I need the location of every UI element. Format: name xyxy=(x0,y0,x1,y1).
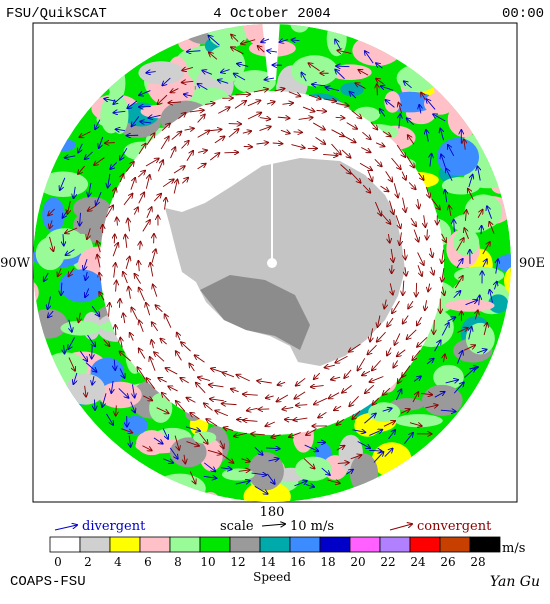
scale-arrow xyxy=(262,524,285,526)
colorbar-swatch xyxy=(230,537,260,552)
colorbar-label: Speed xyxy=(253,570,291,584)
colorbar-tick: 26 xyxy=(440,555,455,569)
speed-patch xyxy=(368,402,400,422)
wind-arrow xyxy=(94,400,95,411)
wind-arrow xyxy=(454,220,455,232)
wind-arrow xyxy=(481,226,482,234)
speed-patch xyxy=(248,452,284,490)
speed-patch xyxy=(445,299,494,311)
colorbar-swatch xyxy=(320,537,350,552)
header-center: 4 October 2004 xyxy=(213,6,331,22)
speed-patch xyxy=(437,138,479,176)
colorbar-tick: 20 xyxy=(350,555,365,569)
footer-left: COAPS-FSU xyxy=(10,574,86,590)
colorbar-tick: 14 xyxy=(260,555,276,569)
colorbar-tick: 18 xyxy=(320,555,335,569)
speed-patch xyxy=(138,61,184,84)
speed-patch xyxy=(328,34,346,52)
colorbar-tick: 24 xyxy=(410,555,426,569)
wind-arrow xyxy=(244,146,252,147)
colorbar-tick: 22 xyxy=(380,555,395,569)
legend-scale-value: 10 m/s xyxy=(290,519,334,534)
wind-arrow xyxy=(224,152,238,153)
colorbar-tick: 16 xyxy=(290,555,305,569)
colorbar-tick: 12 xyxy=(230,555,245,569)
header-left: FSU/QuikSCAT xyxy=(6,6,107,22)
header-right: 00:00 xyxy=(502,6,544,22)
axis-label-bottom: 180 xyxy=(260,505,285,520)
speed-patch xyxy=(465,194,503,228)
axis-label-left: 90W xyxy=(0,256,31,271)
speed-patch xyxy=(60,269,104,302)
colorbar-tick: 28 xyxy=(470,555,485,569)
speed-patch xyxy=(111,96,128,134)
wind-arrow xyxy=(119,299,120,308)
speed-patch xyxy=(193,431,216,443)
speed-patch xyxy=(295,457,331,481)
wind-arrow xyxy=(427,229,428,239)
speed-patch xyxy=(44,228,85,259)
colorbar-tick: 0 xyxy=(54,555,62,569)
colorbar-swatch xyxy=(110,537,140,552)
colorbar-swatch xyxy=(290,537,320,552)
wind-arrow xyxy=(416,283,417,297)
divergent-arrow xyxy=(55,525,77,530)
colorbar-unit: m/s xyxy=(502,541,525,556)
colorbar-swatch xyxy=(350,537,380,552)
wind-arrow xyxy=(114,234,115,243)
colorbar-swatch xyxy=(470,537,500,552)
speed-patch xyxy=(136,430,167,455)
colorbar-swatch xyxy=(440,537,470,552)
footer-right: Yan Gu xyxy=(490,574,540,590)
colorbar-swatch xyxy=(380,537,410,552)
colorbar-swatch xyxy=(410,537,440,552)
colorbar-tick: 4 xyxy=(114,555,122,569)
axis-label-right: 90E xyxy=(519,256,545,271)
colorbar-tick: 8 xyxy=(174,555,182,569)
colorbar-swatch xyxy=(50,537,80,552)
speed-patch xyxy=(384,91,400,113)
legend-convergent: convergent xyxy=(417,519,492,534)
colorbar-swatch xyxy=(260,537,290,552)
speed-patch xyxy=(60,321,100,336)
colorbar-swatch xyxy=(80,537,110,552)
speed-patch xyxy=(291,55,338,86)
wind-arrow xyxy=(377,84,378,95)
convergent-arrow xyxy=(390,524,412,530)
speed-patch xyxy=(466,323,495,355)
wind-arrow xyxy=(115,325,116,335)
colorbar-tick: 6 xyxy=(144,555,152,569)
legend-scale: scale xyxy=(220,519,254,534)
wind-arrow xyxy=(92,346,93,359)
speed-patch xyxy=(42,197,65,232)
speed-patch xyxy=(442,177,480,195)
colorbar-swatch xyxy=(140,537,170,552)
colorbar-tick: 2 xyxy=(84,555,92,569)
pole xyxy=(267,258,277,268)
legend-divergent: divergent xyxy=(82,519,146,534)
colorbar-tick: 10 xyxy=(200,555,215,569)
colorbar-swatch xyxy=(170,537,200,552)
speed-patch xyxy=(422,385,463,416)
colorbar-swatch xyxy=(200,537,230,552)
